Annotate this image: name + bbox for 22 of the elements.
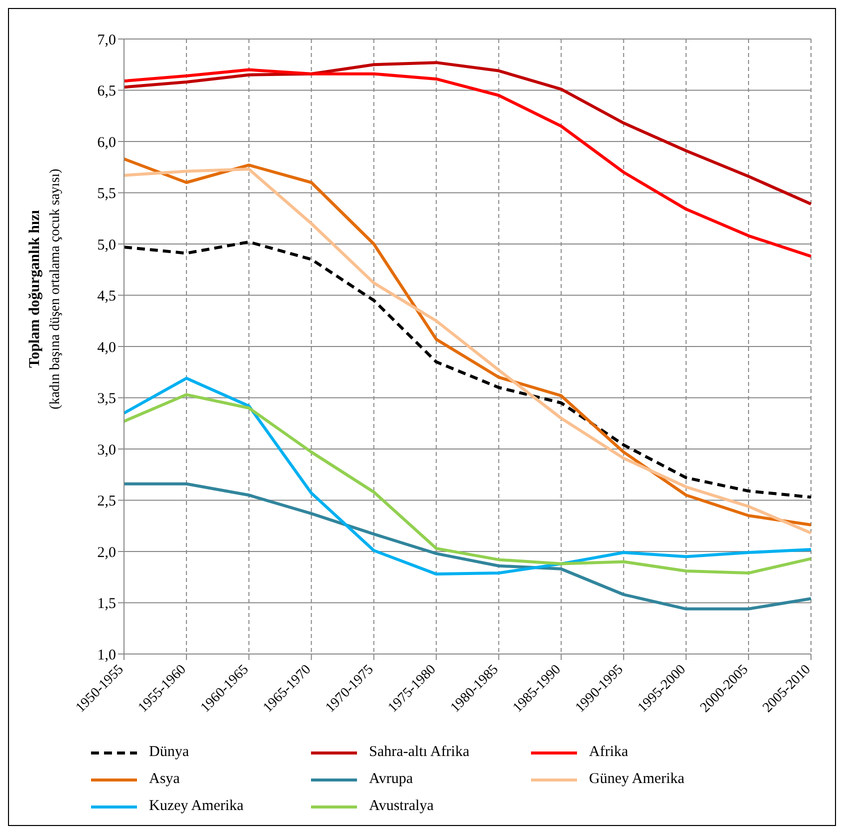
legend-label: Kuzey Amerika [149,798,244,815]
y-tick-label: 4,0 [97,340,116,356]
legend-label: Dünya [149,744,189,761]
y-axis-title: Toplam doğurganlık hızı (kadın başına düşen ortalama çocuk sayısı) [27,168,63,410]
y-tick-label: 5,5 [97,186,116,202]
y-tick-label: 3,0 [97,442,116,458]
y-tick-label: 2,5 [97,494,116,510]
legend-label: Avustralya [369,798,434,815]
y-tick-label: 1,5 [97,596,116,612]
legend-label: Sahra-altı Afrika [369,744,470,761]
y-tick-label: 6,5 [97,84,116,100]
legend-label: Güney Amerika [589,771,684,788]
y-tick-label: 2,0 [97,544,116,561]
y-tick-label: 5,0 [97,237,116,254]
y-tick-label: 1,0 [97,647,116,664]
y-tick-label: 7,0 [97,32,116,48]
legend-label: Asya [149,771,180,788]
legend-label: Avrupa [369,771,413,788]
legend-label: Afrika [589,744,628,761]
y-tick-label: 6,0 [97,134,116,151]
y-tick-label: 3,5 [97,391,116,408]
y-tick-label: 4,5 [97,288,116,305]
